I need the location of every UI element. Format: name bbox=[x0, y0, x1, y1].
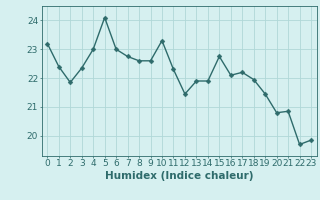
X-axis label: Humidex (Indice chaleur): Humidex (Indice chaleur) bbox=[105, 171, 253, 181]
